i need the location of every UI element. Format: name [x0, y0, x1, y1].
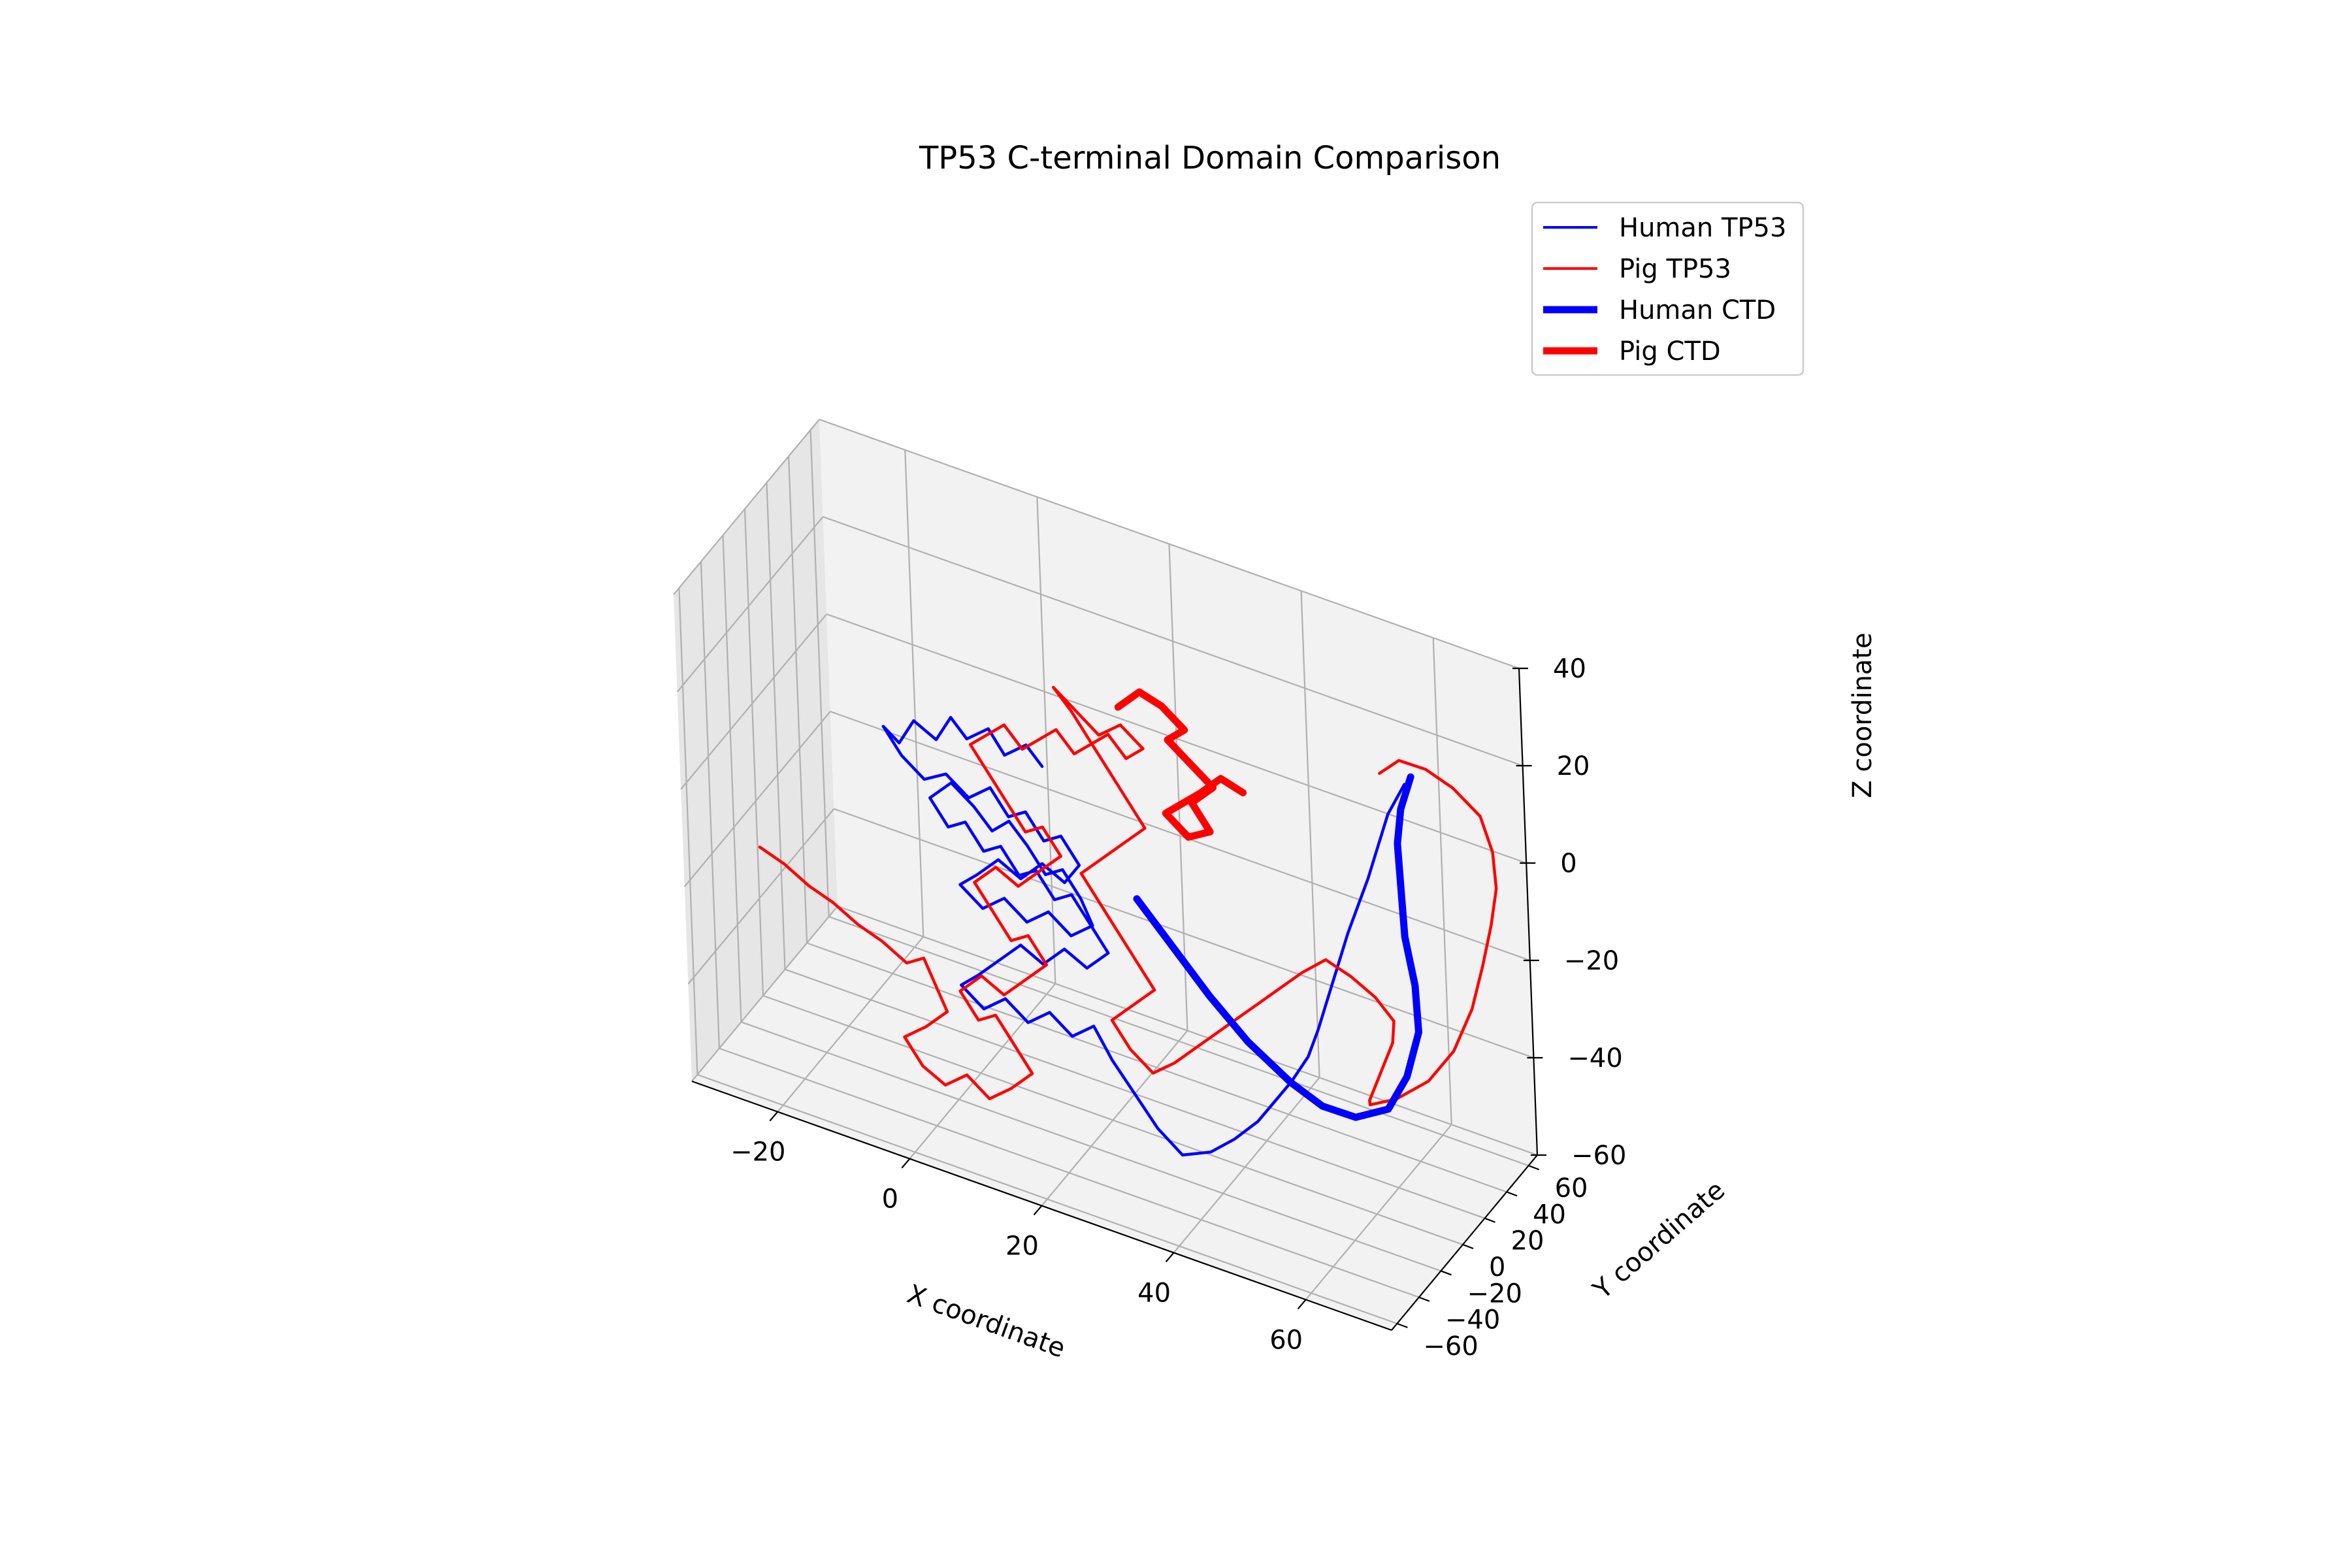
y-axis-line	[1391, 1154, 1538, 1331]
z-tick-label: 40	[1553, 654, 1586, 684]
y-axis-title: Y coordinate	[1587, 1175, 1731, 1306]
y-tick-mark	[1418, 1296, 1430, 1302]
grid-line-z-back	[819, 418, 1520, 670]
y-tick-label: −60	[1423, 1331, 1478, 1362]
grid-line-x-back	[1036, 497, 1056, 984]
legend-label-pig-ctd: Pig CTD	[1619, 336, 1721, 367]
grid-line-z-left	[687, 808, 835, 985]
x-tick-label: 0	[882, 1184, 898, 1215]
x-tick-mark	[1165, 1252, 1175, 1263]
grid-line-y-left	[809, 430, 830, 917]
y-tick-mark	[1462, 1243, 1474, 1250]
grid-line-x-back	[904, 449, 924, 937]
axes-panes	[674, 419, 1537, 1330]
legend-frame	[1531, 201, 1805, 376]
z-tick-label: −40	[1567, 1043, 1622, 1073]
data-traces	[758, 685, 1498, 1157]
z-tick-label: 0	[1560, 849, 1576, 879]
legend-label-pig-tp53: Pig TP53	[1619, 254, 1731, 284]
grid-line-z-left	[691, 906, 838, 1082]
grid-line-y-left	[678, 587, 698, 1075]
y-tick-label: 0	[1489, 1252, 1505, 1282]
z-tick-label: 20	[1557, 751, 1590, 781]
y-tick-label: 40	[1533, 1200, 1566, 1230]
grid-line-y-floor	[762, 994, 1463, 1246]
chart-title: TP53 C-terminal Domain Comparison	[919, 140, 1501, 176]
grid-line-x-floor	[909, 983, 1056, 1160]
z-axis-line	[1518, 668, 1539, 1156]
y-tick-mark	[1528, 1165, 1539, 1171]
grid-line-z-back	[830, 710, 1531, 962]
grid-line-x-back	[1300, 591, 1320, 1078]
x-tick-mark	[769, 1111, 779, 1122]
x-tick-mark	[1033, 1205, 1043, 1216]
legend-label-human-ctd: Human CTD	[1619, 295, 1776, 325]
grid-line-x-floor	[777, 936, 924, 1113]
x-tick-mark	[1297, 1299, 1307, 1310]
grid-line-y-left	[700, 561, 720, 1049]
axes-grid	[673, 418, 1538, 1324]
grid-line-y-left	[743, 508, 764, 996]
grid-line-x-back	[1168, 544, 1188, 1031]
grid-line-y-floor	[828, 916, 1529, 1167]
grid-line-y-left	[722, 535, 742, 1022]
y-tick-mark	[1397, 1322, 1408, 1328]
y-tick-label: −40	[1445, 1305, 1500, 1335]
y-tick-mark	[1484, 1217, 1495, 1223]
z-tick-label: −60	[1571, 1141, 1626, 1171]
grid-line-y-floor	[697, 1073, 1397, 1324]
grid-line-y-left	[766, 482, 786, 970]
y-tick-label: 20	[1511, 1226, 1544, 1256]
grid-line-x-floor	[1305, 1124, 1452, 1301]
grid-line-z-left	[683, 711, 831, 887]
x-tick-label: −20	[730, 1137, 785, 1168]
grid-line-z-back	[823, 515, 1523, 767]
grid-line-z-left	[676, 516, 824, 693]
grid-line-y-floor	[719, 1047, 1420, 1298]
grid-line-x-floor	[1041, 1030, 1188, 1207]
legend: Human TP53 Pig TP53 Human CTD Pig CTD	[1531, 201, 1805, 376]
x-tick-mark	[901, 1158, 911, 1169]
x-tick-label: 20	[1005, 1232, 1039, 1262]
x-tick-label: 40	[1137, 1278, 1171, 1308]
grid-line-y-left	[788, 456, 808, 943]
x-tick-label: 60	[1269, 1325, 1303, 1355]
grid-line-z-left	[673, 419, 820, 595]
grid-line-z-left	[680, 613, 828, 790]
series-human-tp53-line	[881, 715, 1406, 1157]
series-human-ctd-line	[1133, 773, 1422, 1121]
y-tick-label: −20	[1467, 1279, 1522, 1309]
grid-line-x-back	[1432, 638, 1452, 1125]
y-tick-label: 60	[1555, 1173, 1588, 1203]
legend-label-human-tp53: Human TP53	[1619, 213, 1786, 243]
y-tick-mark	[1441, 1270, 1452, 1276]
grid-line-z-back	[837, 905, 1538, 1156]
grid-line-x-floor	[1173, 1077, 1320, 1254]
series-pig-tp53-line	[758, 685, 1498, 1107]
series-pig-ctd-line	[1114, 688, 1247, 841]
y-tick-mark	[1506, 1191, 1518, 1197]
grid-line-y-floor	[806, 942, 1507, 1193]
grid-line-y-floor	[741, 1021, 1441, 1272]
z-axis-title: Z coordinate	[1848, 632, 1878, 798]
z-tick-label: −20	[1564, 946, 1619, 976]
x-axis-title: X coordinate	[903, 1279, 1069, 1364]
